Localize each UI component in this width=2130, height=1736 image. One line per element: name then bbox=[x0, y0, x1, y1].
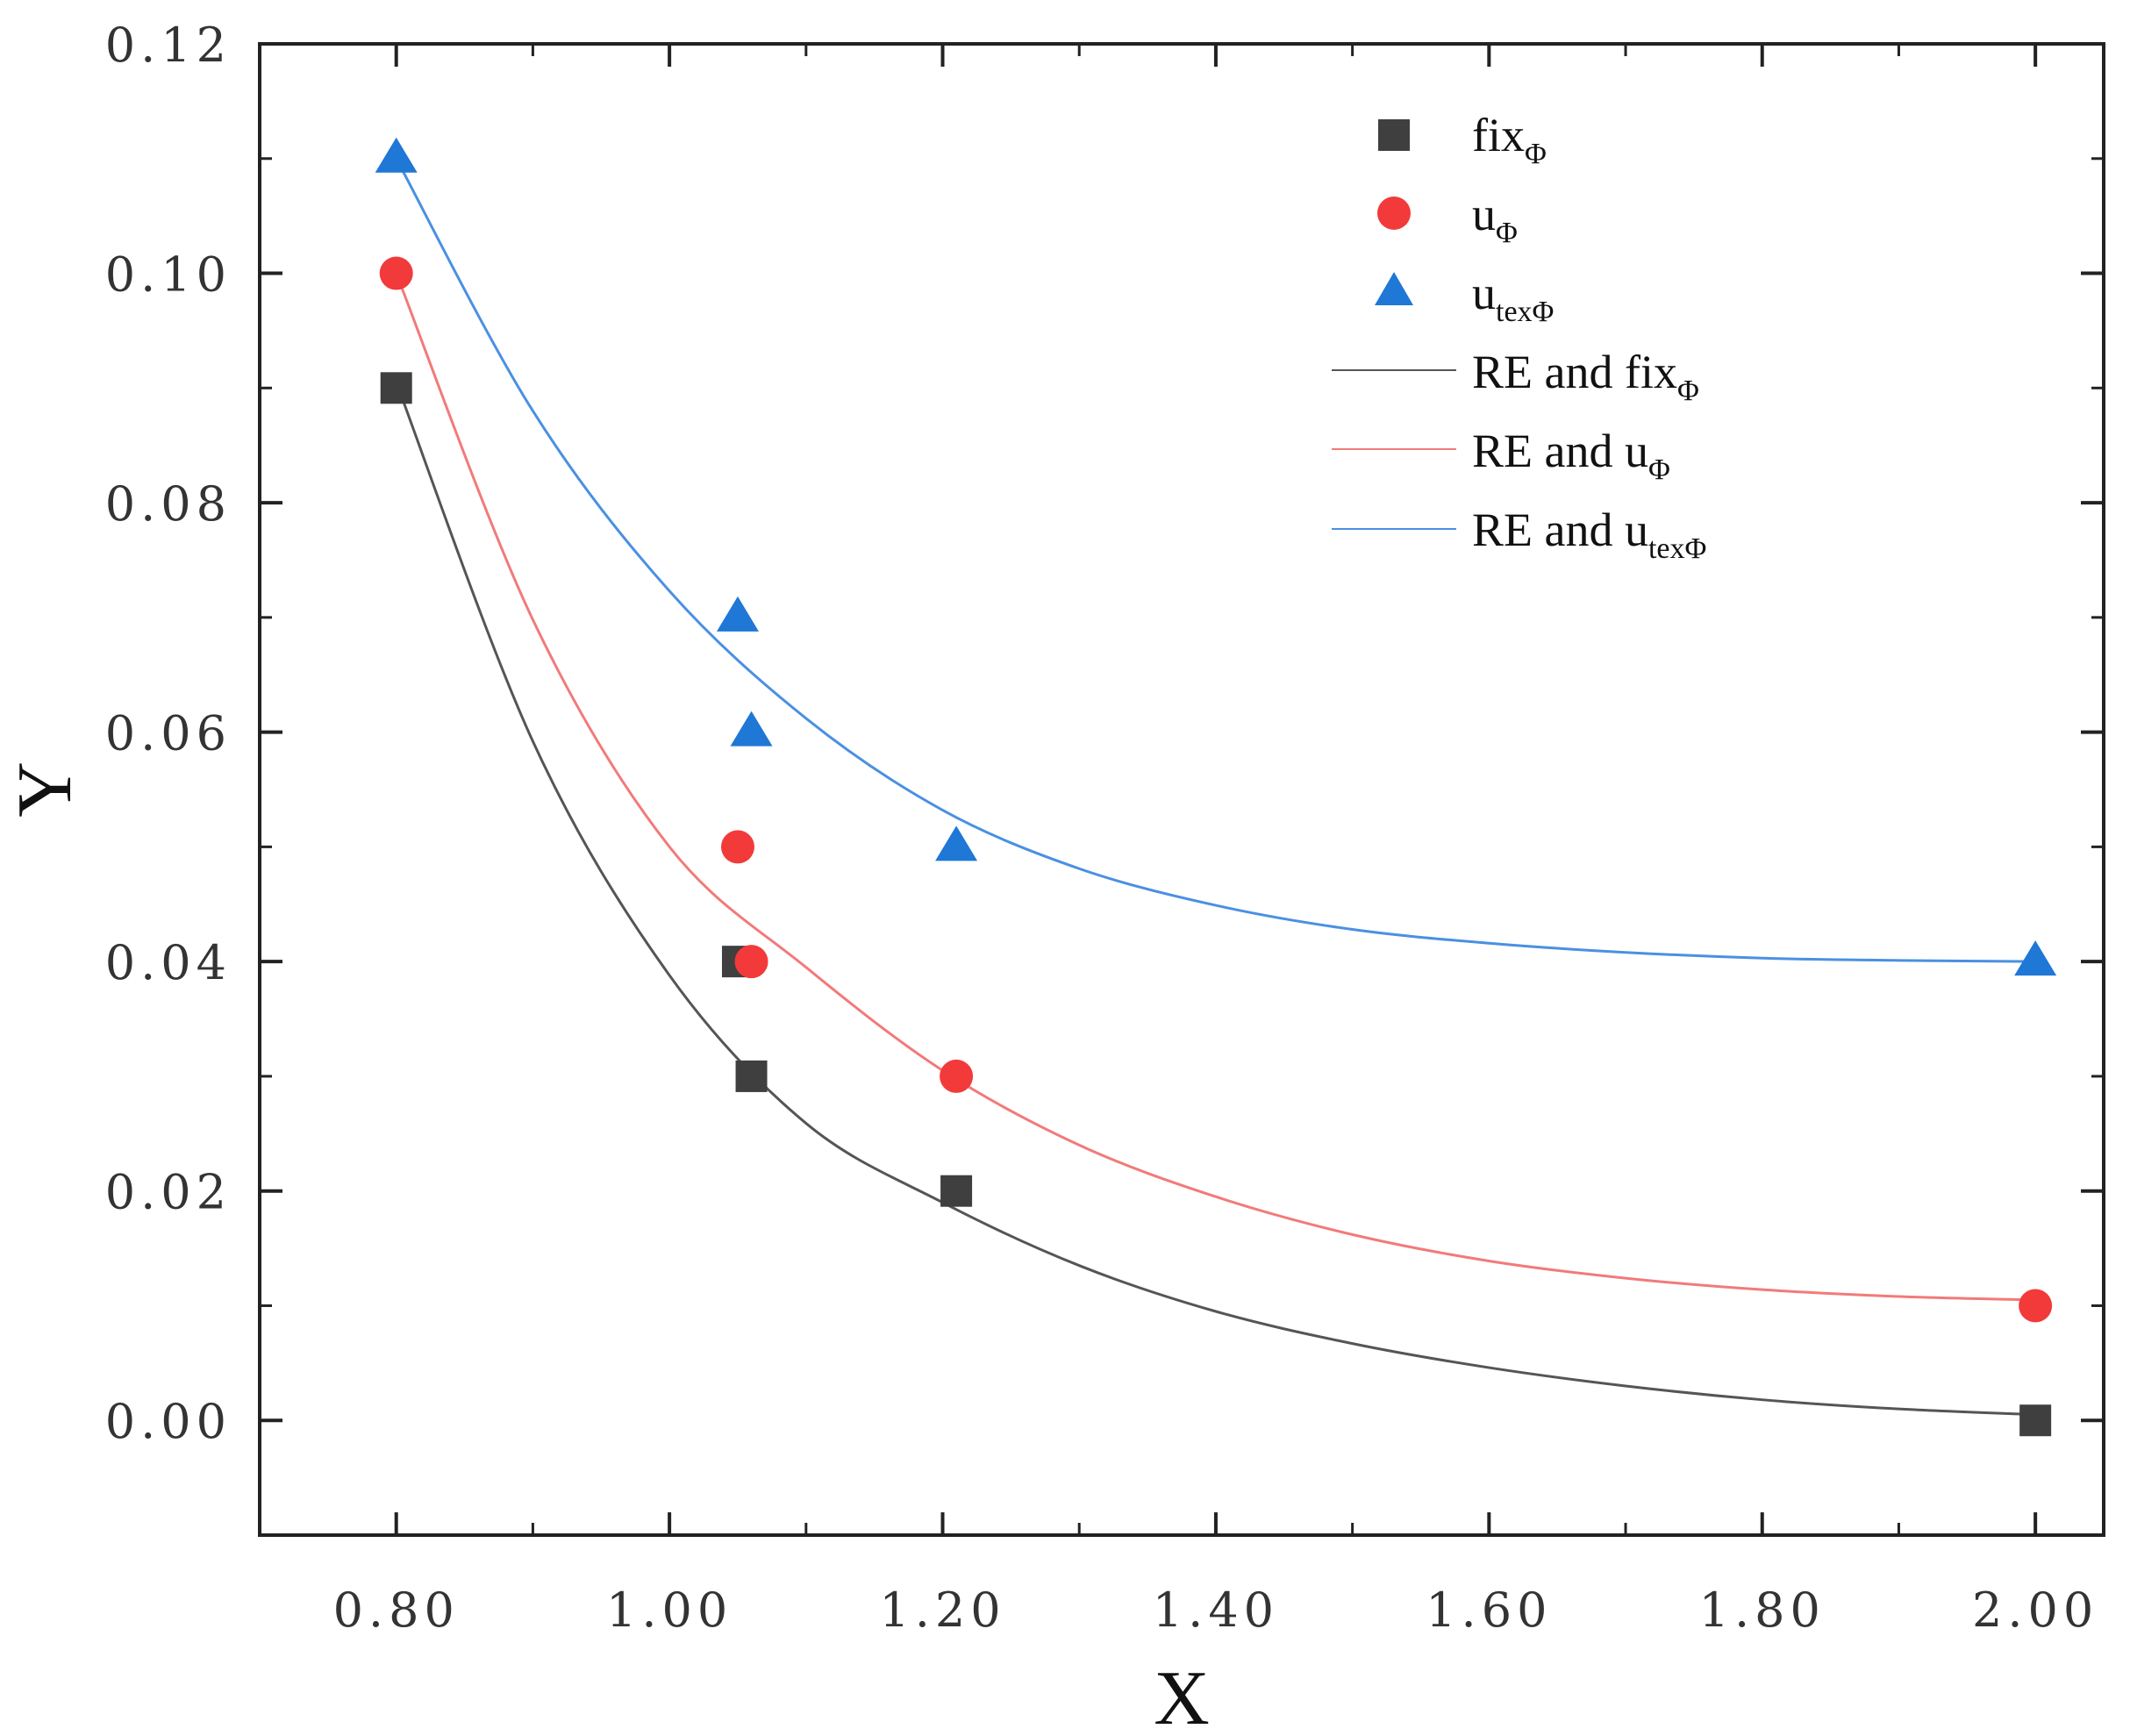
y-tick-label: 0.02 bbox=[105, 1165, 232, 1220]
y-tick-label: 0.00 bbox=[105, 1394, 232, 1449]
marker-square-0-4 bbox=[2019, 1404, 2052, 1437]
y-tick-label: 0.06 bbox=[105, 706, 232, 761]
marker-circle-1-4 bbox=[2019, 1289, 2053, 1323]
legend-label-u: uΦ bbox=[1472, 188, 1518, 249]
legend-label-fit-fix: RE and fixΦ bbox=[1472, 346, 1699, 407]
fit-curve-1 bbox=[395, 272, 2036, 1302]
legend: fixΦ uΦ utexΦ RE and fixΦ RE and uΦ RE a… bbox=[1332, 109, 1706, 565]
marker-square-0-3 bbox=[940, 1175, 973, 1207]
y-tick-label: 0.10 bbox=[105, 247, 232, 303]
marker-circle-1-3 bbox=[940, 1059, 974, 1093]
marker-square-0-2 bbox=[735, 1060, 768, 1092]
legend-marker-fix bbox=[1378, 119, 1410, 151]
x-tick-label: 0.80 bbox=[333, 1582, 460, 1638]
legend-marker-utex bbox=[1375, 272, 1413, 305]
plot-frame bbox=[258, 42, 2105, 1537]
x-tick-label: 2.00 bbox=[1972, 1582, 2098, 1638]
marker-square-0-0 bbox=[380, 372, 412, 404]
x-tick-label: 1.80 bbox=[1699, 1582, 1826, 1638]
fit-curve-2 bbox=[395, 158, 2036, 963]
axis-ticks: 0.80 1.00 1.20 1.40 1.60 1.80 2.00 0.00 0.02 0.04… bbox=[105, 18, 2104, 1638]
marker-circle-1-0 bbox=[379, 256, 413, 290]
data-markers bbox=[375, 137, 2057, 1437]
x-tick-label: 1.40 bbox=[1153, 1582, 1279, 1638]
legend-label-fix: fixΦ bbox=[1472, 109, 1547, 170]
y-axis-title: Y bbox=[3, 761, 88, 818]
x-tick-label: 1.00 bbox=[606, 1582, 733, 1638]
marker-triangle-2-3 bbox=[935, 825, 978, 861]
marker-triangle-2-2 bbox=[730, 711, 773, 747]
legend-label-fit-utex: RE and utexΦ bbox=[1472, 504, 1706, 565]
marker-triangle-2-0 bbox=[375, 137, 418, 173]
y-tick-label: 0.08 bbox=[105, 476, 232, 532]
marker-triangle-2-1 bbox=[716, 596, 759, 632]
marker-circle-1-2 bbox=[734, 945, 768, 979]
legend-label-fit-u: RE and uΦ bbox=[1472, 425, 1670, 486]
y-tick-label: 0.04 bbox=[105, 935, 232, 990]
legend-label-utex: utexΦ bbox=[1472, 267, 1554, 328]
marker-triangle-2-4 bbox=[2014, 940, 2057, 976]
y-tick-label: 0.12 bbox=[105, 18, 232, 73]
x-tick-label: 1.60 bbox=[1426, 1582, 1552, 1638]
x-axis-title: X bbox=[1154, 1656, 1210, 1736]
fit-curve-0 bbox=[395, 382, 2036, 1417]
marker-circle-1-1 bbox=[720, 830, 754, 864]
legend-marker-u bbox=[1377, 196, 1411, 230]
fit-curves bbox=[395, 158, 2036, 1417]
x-tick-label: 1.20 bbox=[879, 1582, 1005, 1638]
